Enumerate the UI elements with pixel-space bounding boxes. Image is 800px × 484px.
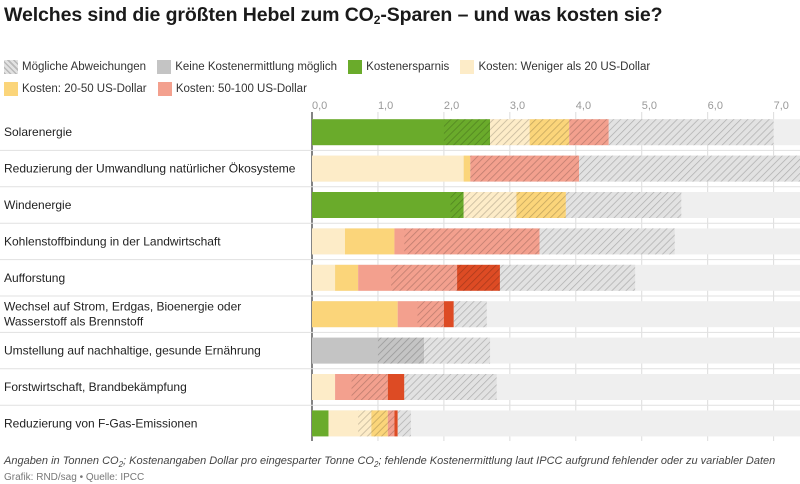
- bar-hatch: [397, 410, 411, 437]
- legend-swatch-savings: [348, 60, 363, 74]
- bar-hatch: [516, 192, 566, 218]
- bar-hatch: [424, 337, 491, 364]
- bar-hatch: [453, 301, 487, 328]
- legend-swatch-lt20: [460, 60, 475, 74]
- legend-item-c50-100: Kosten: 50-100 US-Dollar: [157, 80, 307, 98]
- category-label: Kohlenstoffbindung in der Landwirtschaft: [4, 234, 221, 248]
- bar-segment-c100plus: [387, 374, 405, 400]
- bar-hatch: [417, 301, 444, 328]
- bar-hatch: [450, 192, 464, 218]
- x-tick-label: 0,0: [312, 100, 327, 112]
- x-tick-label: 3,0: [510, 100, 525, 112]
- bar-segment-c20-50: [463, 155, 471, 182]
- bar-hatch: [387, 410, 395, 437]
- bar-hatch: [499, 264, 636, 291]
- category-label: Umstellung auf nachhaltige, gesunde Ernä…: [4, 344, 261, 358]
- legend-item-c20-50: Kosten: 20-50 US-Dollar: [4, 80, 147, 98]
- category-label: Wechsel auf Strom, Erdgas, Bioenergie od…: [4, 300, 241, 329]
- bar-chart: 0,0 1,0 2,0 3,0 4,0 5,0 6,0 7,0 Solarenergie Red…: [0, 100, 800, 441]
- bar-hatch: [351, 374, 388, 400]
- x-tick-label: 6,0: [708, 100, 723, 112]
- bar-hatch: [490, 119, 530, 146]
- bar-hatch: [470, 155, 580, 182]
- legend-item-savings: Kostenersparnis: [348, 58, 449, 76]
- legend-swatch-deviation: [4, 60, 18, 74]
- category-label: Reduzierung von F-Gas-Emissionen: [4, 416, 197, 430]
- category-label: Reduzierung der Umwandlung natürlicher Ö…: [4, 162, 296, 176]
- category-label: Windenergie: [4, 198, 72, 212]
- bar-segment-c20-50: [312, 301, 398, 328]
- bar-hatch: [579, 155, 800, 182]
- category-label: Forstwirtschaft, Brandbekämpfung: [4, 380, 187, 394]
- bar-hatch: [404, 228, 540, 255]
- x-tick-label: 2,0: [444, 100, 459, 112]
- bar-segment-lt20: [312, 228, 345, 255]
- bar-hatch: [443, 119, 491, 146]
- bar-hatch: [457, 264, 500, 291]
- x-tick-label: 4,0: [576, 100, 591, 112]
- bar-hatch: [569, 119, 609, 146]
- bar-segment-c20-50: [335, 264, 359, 291]
- legend-swatch-c50-100: [157, 82, 172, 96]
- legend-swatch-nocost: [157, 60, 172, 74]
- legend-item-deviation: Mögliche Abweichungen: [4, 58, 146, 76]
- bar-hatch: [565, 192, 682, 218]
- bar-segment-lt20: [312, 155, 464, 182]
- legend-swatch-c20-50: [4, 82, 18, 96]
- footnote: Angaben in Tonnen CO2; Kostenangaben Dol…: [4, 455, 776, 470]
- bar-hatch: [608, 119, 774, 146]
- bar-hatch: [358, 410, 372, 437]
- page-title: Welches sind die größten Hebel zum CO2-S…: [4, 4, 663, 27]
- bar-hatch: [539, 228, 675, 255]
- bar-hatch: [391, 264, 458, 291]
- bar-hatch: [404, 374, 497, 400]
- bar-hatch: [463, 192, 517, 218]
- bar-segment-c100plus: [394, 410, 398, 437]
- legend-item-nocost: Keine Kostenermittlung möglich: [157, 58, 337, 76]
- bar-segment-lt20: [312, 374, 336, 400]
- bar-segment-lt20: [312, 264, 336, 291]
- x-tick-label: 7,0: [774, 100, 789, 112]
- chart-legend: Mögliche Abweichungen Keine Kostenermitt…: [4, 58, 794, 102]
- bar-segment-savings: [312, 410, 329, 437]
- bar-segment-c20-50: [344, 228, 395, 255]
- bar-hatch: [371, 410, 388, 437]
- bar-hatch: [529, 119, 570, 146]
- category-label: Aufforstung: [4, 271, 65, 285]
- bar-segment-savings: [312, 192, 464, 218]
- source-credit: Grafik: RND/sag • Quelle: IPCC: [4, 472, 145, 483]
- legend-item-lt20: Kosten: Weniger als 20 US-Dollar: [460, 58, 650, 76]
- bar-segment-c100plus: [443, 301, 454, 328]
- category-label: Solarenergie: [4, 125, 72, 139]
- x-tick-label: 5,0: [642, 100, 657, 112]
- x-tick-label: 1,0: [378, 100, 393, 112]
- bar-hatch: [377, 337, 425, 364]
